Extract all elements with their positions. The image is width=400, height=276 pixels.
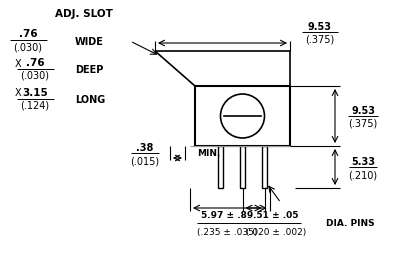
Text: (.210): (.210)	[348, 170, 378, 180]
Text: .76: .76	[19, 29, 37, 39]
Text: WIDE: WIDE	[75, 37, 104, 47]
Text: .51 ± .05: .51 ± .05	[253, 211, 299, 221]
Bar	[240, 146, 245, 188]
Text: LONG: LONG	[75, 95, 105, 105]
Text: (.375): (.375)	[348, 119, 378, 129]
Text: .76: .76	[26, 58, 44, 68]
Text: (.020 ± .002): (.020 ± .002)	[246, 227, 306, 237]
Text: X: X	[15, 88, 22, 98]
Text: 9.53: 9.53	[351, 106, 375, 116]
Text: (.235 ± .035): (.235 ± .035)	[197, 227, 258, 237]
Text: (.030): (.030)	[14, 42, 42, 52]
Text: DEEP: DEEP	[75, 65, 103, 75]
Text: 5.97 ± .89: 5.97 ± .89	[201, 211, 253, 221]
Bar	[218, 146, 223, 188]
Text: 3.15: 3.15	[22, 88, 48, 98]
Text: X: X	[15, 59, 22, 69]
Text: (.375): (.375)	[305, 35, 335, 45]
Bar	[262, 146, 267, 188]
Text: 9.53: 9.53	[308, 22, 332, 32]
Bar	[195, 86, 290, 146]
Text: (.030): (.030)	[20, 71, 50, 81]
Text: (.015): (.015)	[130, 157, 160, 167]
Text: (.124): (.124)	[20, 101, 50, 111]
Text: MIN.: MIN.	[197, 150, 220, 158]
Text: 5.33: 5.33	[351, 157, 375, 167]
Text: ADJ. SLOT: ADJ. SLOT	[55, 9, 113, 19]
Text: .38: .38	[136, 143, 154, 153]
Text: DIA. PINS: DIA. PINS	[326, 219, 375, 229]
